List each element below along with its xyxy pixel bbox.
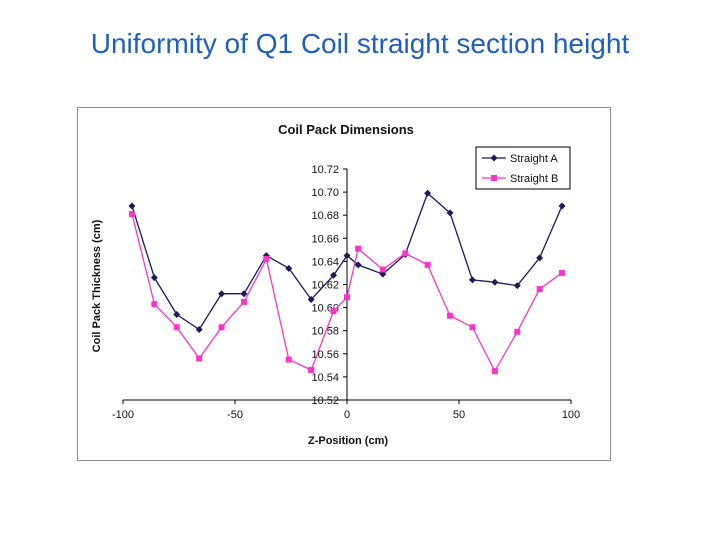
- y-tick-label: 10.64: [311, 256, 339, 268]
- data-point-straight-b: [447, 312, 454, 319]
- y-tick-label: 10.68: [311, 210, 339, 222]
- legend-label: Straight A: [510, 153, 558, 165]
- data-point-straight-a: [330, 271, 338, 279]
- x-tick-label: 50: [453, 409, 465, 421]
- data-point-straight-b: [151, 301, 158, 308]
- data-point-straight-b: [379, 266, 386, 273]
- data-point-straight-b: [330, 308, 337, 315]
- y-tick-label: 10.62: [311, 280, 339, 292]
- slide-title: Uniformity of Q1 Coil straight section h…: [90, 28, 630, 59]
- data-point-straight-a: [424, 189, 432, 197]
- data-point-straight-a: [379, 270, 387, 278]
- data-point-straight-b: [559, 269, 566, 276]
- x-tick-label: 100: [562, 409, 580, 421]
- legend-marker: [490, 154, 498, 162]
- axes: [122, 168, 572, 404]
- y-tick-label: 10.52: [311, 395, 339, 407]
- data-point-straight-b: [128, 211, 135, 218]
- legend-label: Straight B: [510, 173, 558, 185]
- x-axis-label: Z-Position (cm): [308, 435, 388, 447]
- data-point-straight-a: [491, 278, 499, 286]
- data-point-straight-a: [343, 252, 351, 260]
- data-point-straight-a: [285, 264, 293, 272]
- y-tick-labels: 10.7210.7010.6810.6610.6410.6210.6010.58…: [311, 164, 339, 407]
- data-point-straight-a: [446, 209, 454, 217]
- data-point-straight-b: [173, 324, 180, 331]
- data-point-straight-b: [402, 250, 409, 257]
- data-point-straight-b: [355, 245, 362, 252]
- x-tick-label: -100: [112, 409, 134, 421]
- legend: Straight A Straight B: [475, 146, 571, 190]
- data-point-straight-a: [468, 276, 476, 284]
- data-point-straight-a: [240, 290, 248, 298]
- data-point-straight-a: [354, 261, 362, 269]
- data-point-straight-a: [307, 296, 315, 304]
- chart-frame: Coil Pack Dimensions 10.72 10.70 10.68 10.6…: [77, 107, 611, 461]
- data-point-straight-b: [536, 286, 543, 293]
- data-point-straight-a: [150, 274, 158, 282]
- legend-marker: [491, 175, 497, 181]
- data-point-straight-b: [196, 355, 203, 362]
- data-point-straight-b: [308, 366, 315, 373]
- data-point-straight-b: [491, 368, 498, 375]
- data-point-straight-b: [263, 256, 270, 263]
- data-point-straight-b: [424, 261, 431, 268]
- data-point-straight-b: [514, 328, 521, 335]
- coil-pack-chart: Coil Pack Dimensions 10.72 10.70 10.68 10.6…: [91, 122, 580, 447]
- chart-title: Coil Pack Dimensions: [278, 122, 414, 137]
- y-axis-label: Coil Pack Thickness (cm): [91, 219, 103, 352]
- data-point-straight-a: [558, 202, 566, 210]
- legend-box: [475, 146, 571, 190]
- series-markers: [128, 189, 566, 375]
- y-tick-label: 10.54: [311, 372, 339, 384]
- data-point-straight-a: [513, 282, 521, 290]
- data-point-straight-a: [128, 202, 136, 210]
- y-tick-label: 10.70: [311, 187, 339, 199]
- x-tick-label: 0: [344, 409, 350, 421]
- data-point-straight-b: [218, 324, 225, 331]
- data-point-straight-b: [344, 294, 350, 301]
- y-tick-label: 10.72: [311, 164, 339, 176]
- data-point-straight-b: [285, 356, 292, 363]
- data-point-straight-b: [469, 324, 476, 331]
- data-point-straight-a: [536, 254, 544, 262]
- data-point-straight-b: [240, 298, 247, 305]
- data-point-straight-a: [218, 290, 226, 298]
- x-tick-label: -50: [227, 409, 243, 421]
- data-point-straight-a: [173, 311, 181, 319]
- y-tick-label: 10.66: [311, 233, 339, 245]
- data-point-straight-a: [195, 326, 203, 334]
- x-tick-labels: -100 -50 0 50 100: [112, 409, 580, 421]
